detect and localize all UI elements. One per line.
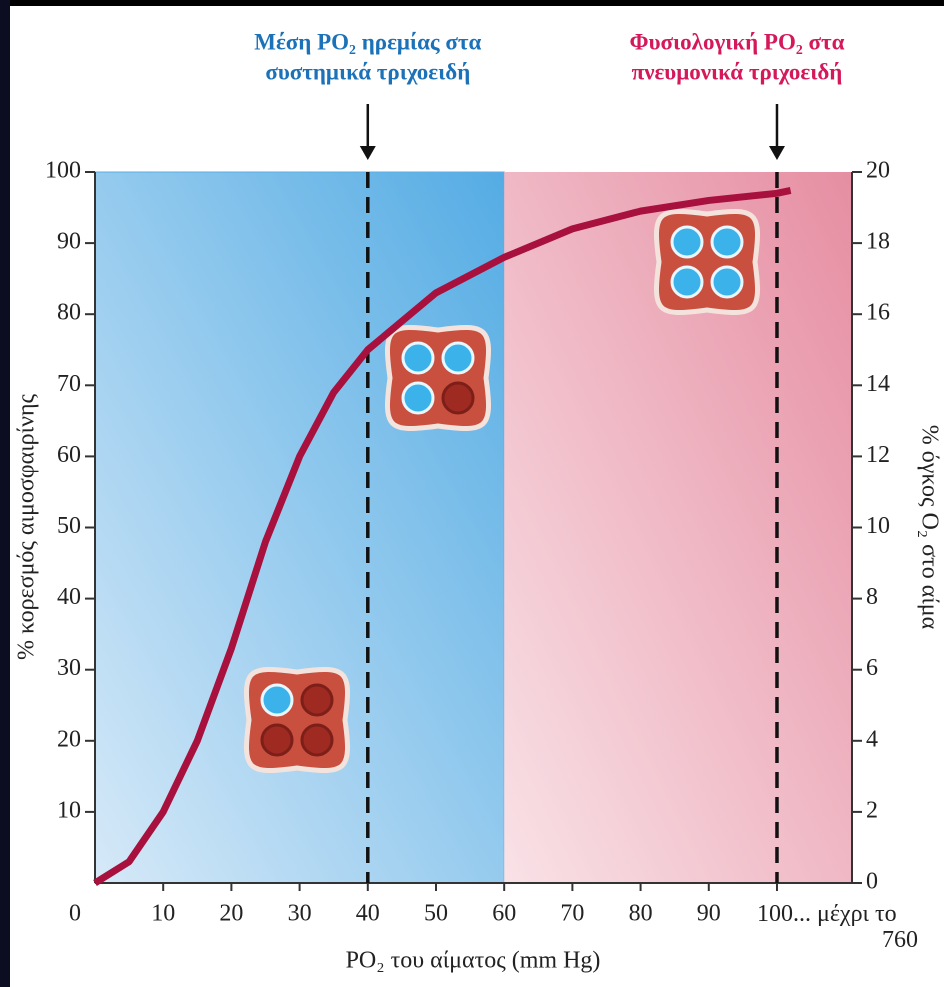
x-axis-label: PO₂ του αίματος (mm Hg) xyxy=(346,948,601,974)
x-tick-label: 30 xyxy=(288,901,312,927)
annotation: πνευμονικά τριχοειδή xyxy=(632,59,843,84)
frame-top xyxy=(0,0,944,6)
hemoglobin-icon xyxy=(387,327,488,428)
y-tick-label: 90 xyxy=(57,229,81,255)
x-tick-label: 100... μέχρι το 760 xyxy=(757,901,918,953)
page: {"chart_data": { "type": "line", "x_labe… xyxy=(0,0,944,987)
x-tick-label: 50 xyxy=(424,901,448,927)
y2-tick-label: 0 xyxy=(866,869,878,895)
y2-tick-label: 6 xyxy=(866,655,878,681)
annotation: Φυσιολογική PO₂ στα xyxy=(630,29,845,54)
x-tick-label: 10 xyxy=(151,901,175,927)
chart: PO₂ του αίματος (mm Hg) % κορεσμός αιμοσ… xyxy=(0,0,944,987)
x-tick-label: 40 xyxy=(356,901,380,927)
hemoglobin-icon xyxy=(246,669,347,770)
cell-body xyxy=(656,211,757,312)
y-axis-label: % κορεσμός αιμοσφαιρίνης xyxy=(14,394,40,660)
oxygen xyxy=(672,227,702,257)
y-tick-label: 20 xyxy=(57,726,81,752)
cell-body xyxy=(387,327,488,428)
heme xyxy=(262,725,292,755)
oxygen xyxy=(712,227,742,257)
y2-axis-label: % όγκος O₂ στο αίμα xyxy=(916,425,942,630)
arrow-head xyxy=(769,146,785,160)
oxygen xyxy=(403,343,433,373)
oxygen xyxy=(403,383,433,413)
y2-tick-label: 2 xyxy=(866,797,878,823)
y-tick-label: 40 xyxy=(57,584,81,610)
cell-body xyxy=(246,669,347,770)
x-tick-label: 80 xyxy=(629,901,653,927)
oxygen xyxy=(672,267,702,297)
heme xyxy=(443,383,473,413)
y2-tick-label: 20 xyxy=(866,158,890,184)
y2-tick-label: 10 xyxy=(866,513,890,539)
y2-tick-label: 8 xyxy=(866,584,878,610)
arrow-head xyxy=(360,146,376,160)
y2-tick-label: 18 xyxy=(866,229,890,255)
y-tick-label: 70 xyxy=(57,371,81,397)
y2-tick-label: 14 xyxy=(866,371,890,397)
y-tick-label: 50 xyxy=(57,513,81,539)
x-tick-label: 70 xyxy=(560,901,584,927)
annotation: Μέση PO₂ ηρεμίας στα xyxy=(254,29,481,54)
x-tick-label: 60 xyxy=(492,901,516,927)
hemoglobin-icon xyxy=(656,211,757,312)
x-tick-label: 0 xyxy=(69,901,81,927)
heme xyxy=(302,725,332,755)
y2-tick-label: 4 xyxy=(866,726,878,752)
y-tick-label: 30 xyxy=(57,655,81,681)
region xyxy=(95,172,504,883)
frame-left xyxy=(0,0,10,987)
x-tick-label: 90 xyxy=(697,901,721,927)
y-tick-label: 100 xyxy=(45,158,81,184)
x-tick-label: 20 xyxy=(219,901,243,927)
y-tick-label: 60 xyxy=(57,442,81,468)
oxygen xyxy=(443,343,473,373)
heme xyxy=(302,685,332,715)
annotation: συστημικά τριχοειδή xyxy=(265,59,470,84)
y2-tick-label: 12 xyxy=(866,442,890,468)
oxygen xyxy=(712,267,742,297)
y-tick-label: 10 xyxy=(57,797,81,823)
oxygen xyxy=(262,685,292,715)
y2-tick-label: 16 xyxy=(866,300,890,326)
y-tick-label: 80 xyxy=(57,300,81,326)
